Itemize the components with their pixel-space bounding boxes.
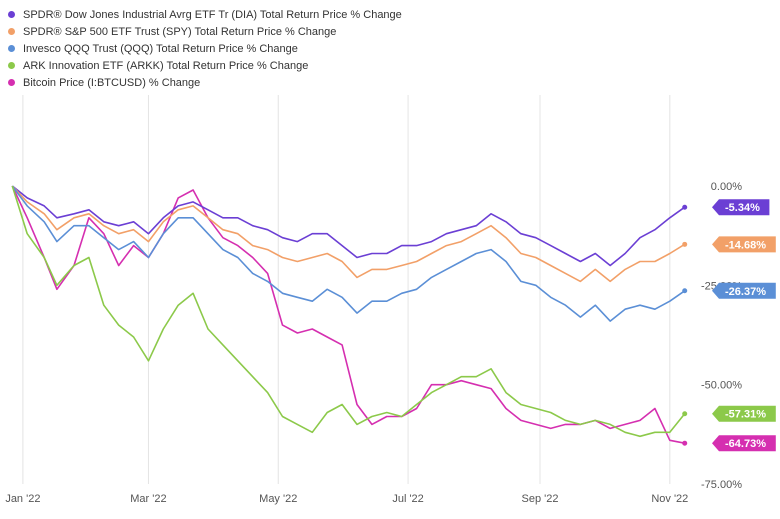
- legend-item-arkk[interactable]: ARK Innovation ETF (ARKK) Total Return P…: [4, 57, 402, 74]
- x-tick-label: May '22: [259, 493, 297, 505]
- legend-marker-dia: [8, 11, 15, 18]
- series-line: [11, 185, 685, 444]
- end-value-label: -57.31%: [725, 409, 766, 421]
- series-end-point: [682, 411, 688, 417]
- legend-item-dia[interactable]: SPDR® Dow Jones Industrial Avrg ETF Tr (…: [4, 6, 402, 23]
- y-tick-label: 0.00%: [711, 181, 742, 193]
- end-value-badge: [712, 236, 776, 253]
- x-tick-label: Mar '22: [130, 493, 166, 505]
- legend-marker-spy: [8, 28, 15, 35]
- x-tick-label: Sep '22: [522, 493, 559, 505]
- legend-label-arkk: ARK Innovation ETF (ARKK) Total Return P…: [23, 59, 309, 72]
- legend-item-qqq[interactable]: Invesco QQQ Trust (QQQ) Total Return Pri…: [4, 40, 402, 57]
- series-end-point: [682, 440, 688, 446]
- legend-item-spy[interactable]: SPDR® S&P 500 ETF Trust (SPY) Total Retu…: [4, 23, 402, 40]
- legend-label-btc: Bitcoin Price (I:BTCUSD) % Change: [23, 76, 201, 89]
- end-value-badge: [712, 435, 776, 452]
- legend-label-qqq: Invesco QQQ Trust (QQQ) Total Return Pri…: [23, 42, 298, 55]
- end-value-badge: [712, 199, 770, 216]
- end-value-label: -26.37%: [725, 286, 766, 298]
- legend-marker-btc: [8, 79, 15, 86]
- series-end-point: [682, 241, 688, 247]
- series-line: [11, 185, 686, 438]
- end-value-label: -14.68%: [725, 239, 766, 251]
- series-line: [11, 185, 686, 283]
- chart-legend: SPDR® Dow Jones Industrial Avrg ETF Tr (…: [4, 6, 402, 91]
- y-tick-label: -50.00%: [701, 380, 742, 392]
- end-value-label: -5.34%: [725, 202, 760, 214]
- legend-label-dia: SPDR® Dow Jones Industrial Avrg ETF Tr (…: [23, 8, 402, 21]
- legend-marker-qqq: [8, 45, 15, 52]
- series-end-point: [682, 288, 688, 294]
- x-tick-label: Nov '22: [651, 493, 688, 505]
- x-tick-label: Jan '22: [5, 493, 40, 505]
- x-tick-label: Jul '22: [392, 493, 423, 505]
- end-value-badge: [712, 405, 776, 422]
- legend-label-spy: SPDR® S&P 500 ETF Trust (SPY) Total Retu…: [23, 25, 337, 38]
- y-tick-label: -75.00%: [701, 479, 742, 491]
- series-end-point: [682, 204, 688, 210]
- end-value-badge: [712, 282, 776, 299]
- legend-item-btc[interactable]: Bitcoin Price (I:BTCUSD) % Change: [4, 74, 402, 91]
- series-line: [11, 185, 686, 267]
- legend-marker-arkk: [8, 62, 15, 69]
- end-value-label: -64.73%: [725, 438, 766, 450]
- series-line: [11, 185, 686, 322]
